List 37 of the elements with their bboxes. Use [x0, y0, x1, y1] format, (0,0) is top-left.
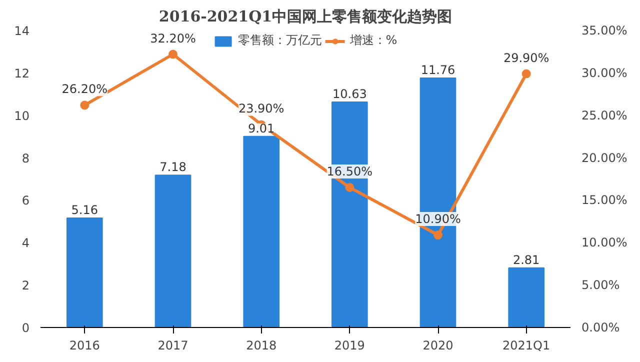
data-label: 16.50% [326, 164, 373, 178]
data-label: 23.90% [238, 102, 284, 116]
y2-tick-label: 0.00% [582, 320, 620, 334]
y-tick-label: 4 [22, 236, 30, 250]
data-label: 2.81 [512, 252, 540, 267]
y-tick-label: 6 [22, 194, 30, 208]
y-tick-label: 2 [22, 278, 30, 293]
y-tick-label: 0 [22, 321, 30, 335]
x-tick-label: 2016 [69, 338, 100, 352]
y2-tick-label: 5.00% [582, 278, 620, 292]
y2-tick-label: 35.00% [582, 24, 628, 38]
data-label: 9.01 [248, 121, 275, 136]
x-tick-label: 2018 [246, 338, 277, 352]
y-tick-label: 8 [22, 151, 30, 166]
data-label: 10.90% [415, 212, 461, 226]
y2-tick-label: 30.00% [582, 66, 628, 80]
y2-tick-label: 20.00% [582, 150, 628, 165]
y2-tick-label: 10.00% [582, 236, 628, 250]
x-tick-label: 2021Q1 [502, 338, 550, 352]
data-label: 29.90% [503, 50, 550, 65]
y-tick-label: 10 [14, 108, 30, 123]
data-label: 32.20% [150, 31, 196, 46]
data-label: 7.18 [160, 160, 186, 174]
data-label: 11.76 [420, 63, 456, 78]
data-label: 26.20% [62, 82, 108, 96]
chart-title: 2016-2021Q1中国网上零售额变化趋势图 [158, 8, 452, 26]
y2-tick-label: 25.00% [582, 108, 628, 122]
y2-tick-label: 15.00% [582, 193, 628, 208]
legend-label: 增速：% [350, 32, 398, 49]
y-tick-label: 12 [14, 66, 30, 80]
x-tick-label: 2017 [158, 338, 188, 352]
data-label: 5.16 [71, 203, 98, 218]
data-label: 10.63 [332, 86, 367, 101]
x-tick-label: 2020 [422, 338, 454, 352]
x-tick-label: 2019 [334, 338, 365, 352]
legend-label: 零售额：万亿元 [238, 32, 322, 49]
y-tick-label: 14 [14, 24, 30, 38]
